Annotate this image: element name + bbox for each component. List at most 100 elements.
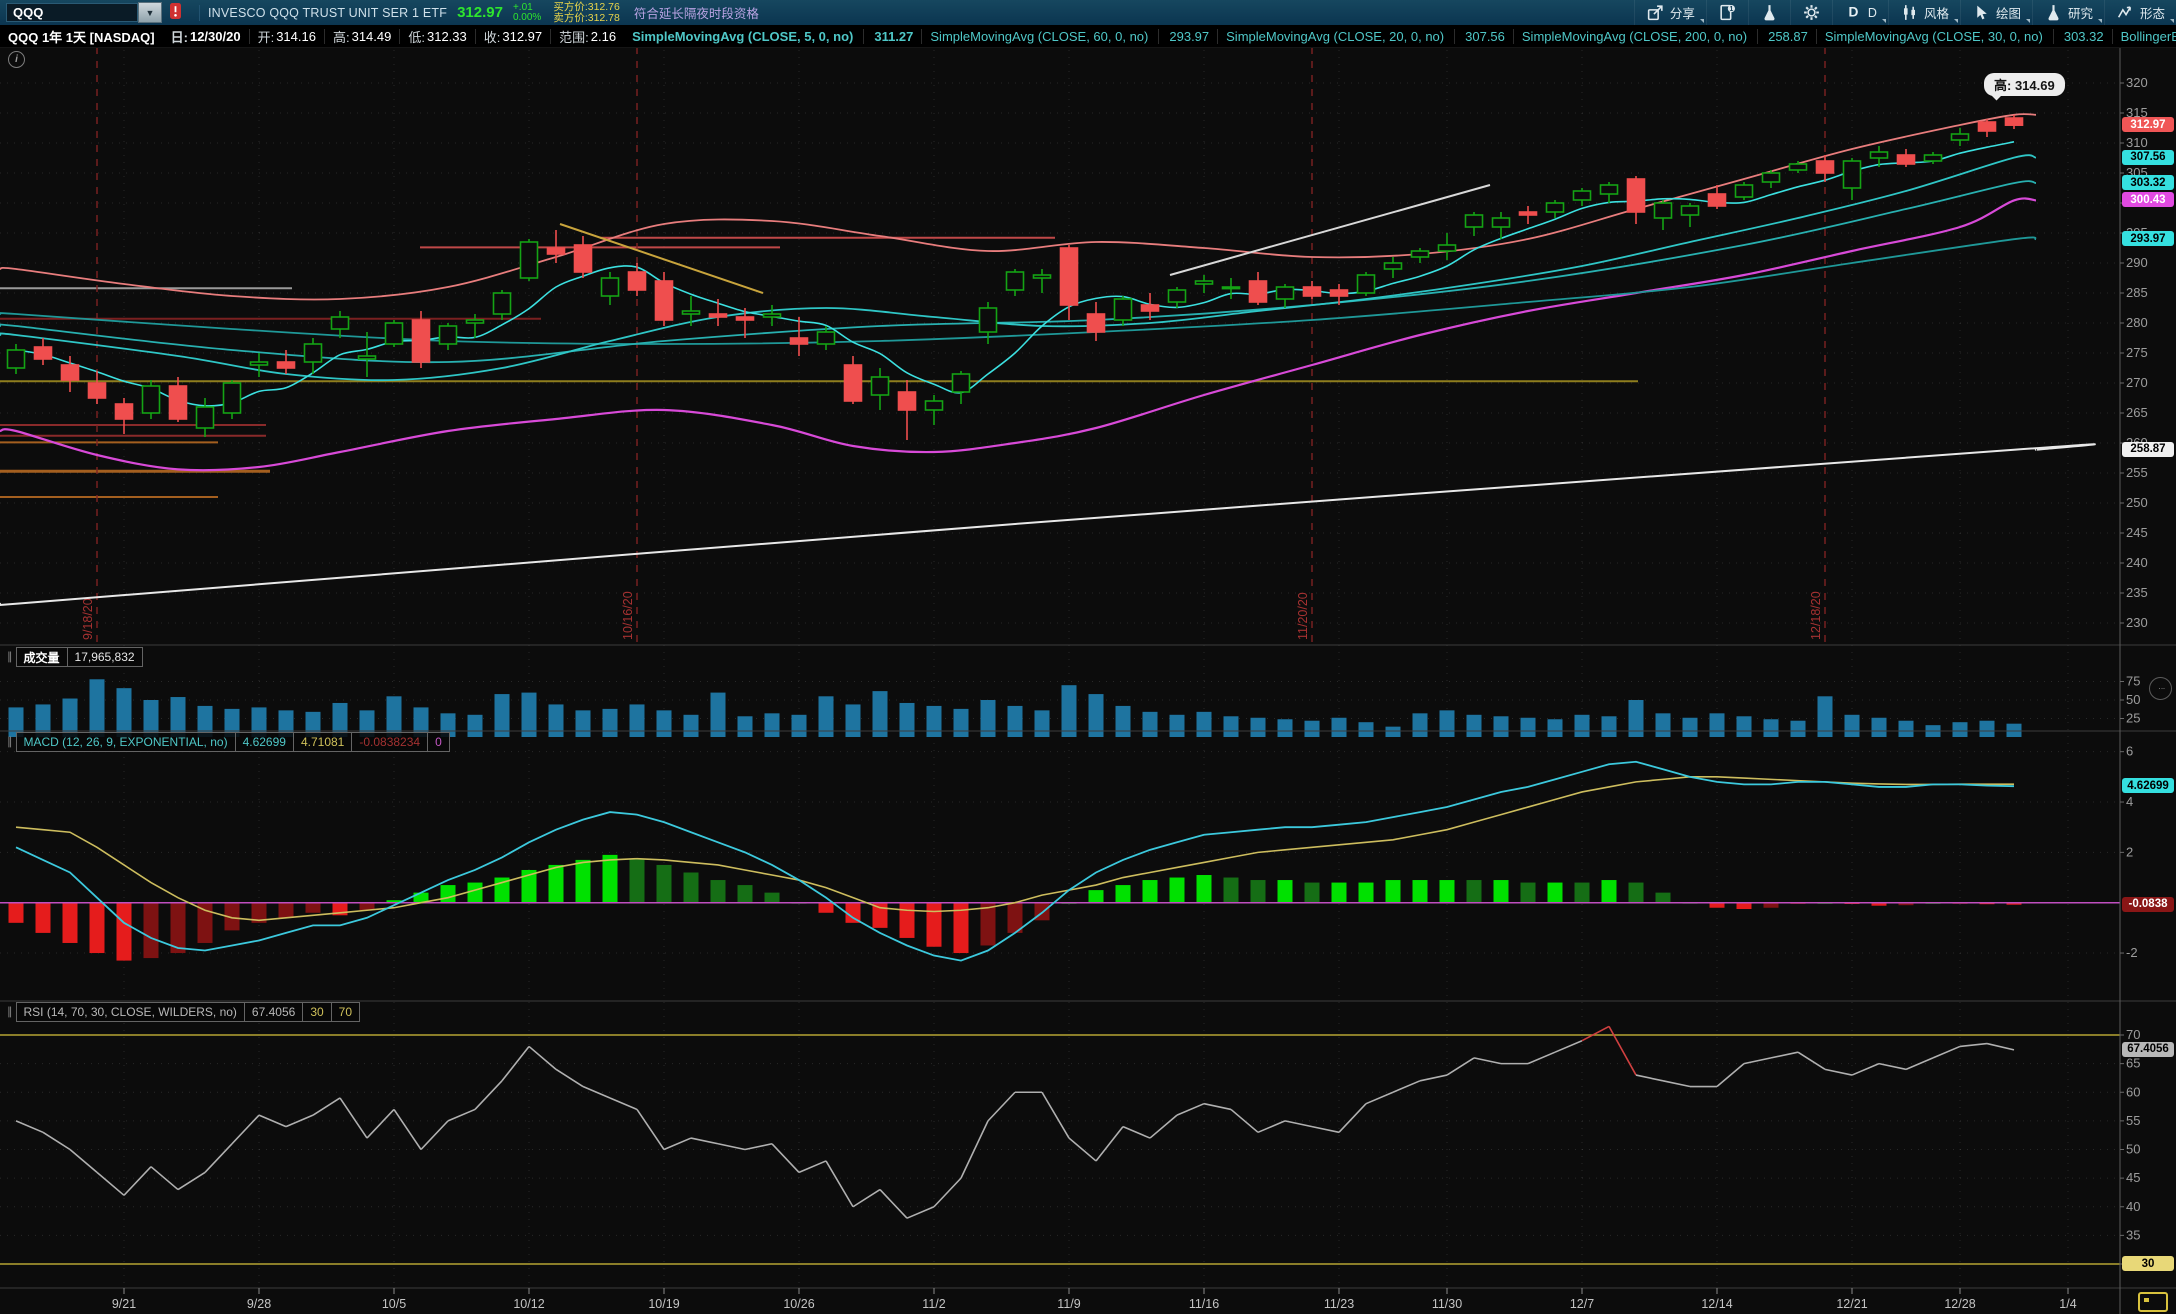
pane-label-box[interactable]: RSI (14, 70, 30, CLOSE, WILDERS, no) [15, 1002, 245, 1022]
trendlines[interactable] [559, 184, 1491, 294]
pane-label-box[interactable]: 67.4056 [243, 1002, 304, 1022]
svg-text:9/18/20: 9/18/20 [81, 598, 95, 640]
svg-text:265: 265 [2126, 405, 2148, 420]
toolbar-study-button[interactable]: 研究 [2031, 0, 2104, 25]
pane-label-box[interactable]: MACD (12, 26, 9, EXPONENTIAL, no) [15, 732, 236, 752]
info-icon[interactable]: i [8, 51, 25, 68]
svg-text:1: 1 [1729, 6, 1733, 13]
ask-price: 卖方价:312.78 [553, 11, 620, 24]
pattern-icon [2117, 6, 2132, 18]
toolbar-gear-button[interactable] [1789, 0, 1832, 25]
svg-text:75: 75 [2126, 674, 2140, 689]
pane-label-box[interactable]: 0 [427, 732, 450, 752]
svg-text:11/20/20: 11/20/20 [1296, 592, 1310, 640]
divider [199, 4, 200, 21]
ohlc-field: 范围: 2.16 [550, 28, 624, 45]
macd-pane-header: ∥ MACD (12, 26, 9, EXPONENTIAL, no) 4.626… [0, 732, 450, 752]
study-segment[interactable]: SimpleMovingAvg (CLOSE, 5, 0, no) 311.27 [632, 28, 914, 44]
svg-text:D: D [1848, 5, 1858, 20]
price-axis-badge: 300.43 [2122, 192, 2174, 208]
pane-control-icon[interactable]: ⋮ [2149, 677, 2172, 700]
svg-text:270: 270 [2126, 375, 2148, 390]
pane-drag-handle[interactable]: ∥ [7, 736, 13, 748]
pane-label-box[interactable]: 成交量 [15, 647, 68, 667]
change-value: +.01 [512, 1, 533, 13]
go-to-date-icon[interactable] [2138, 1292, 2168, 1312]
svg-text:290: 290 [2126, 255, 2148, 270]
instrument-description: INVESCO QQQ TRUST UNIT SER 1 ETF [208, 5, 448, 20]
svg-text:255: 255 [2126, 465, 2148, 480]
svg-text:12/7: 12/7 [1570, 1297, 1594, 1311]
study-segment[interactable]: SimpleMovingAvg (CLOSE, 200, 0, no) 258.8… [1512, 28, 1816, 44]
symbol-dropdown-button[interactable]: ▼ [138, 2, 162, 23]
price-axis-badge: 303.32 [2122, 175, 2174, 191]
timeframe-icon: D [1848, 5, 1858, 20]
ohlc-field: 低: 312.33 [399, 28, 474, 45]
svg-text:250: 250 [2126, 495, 2148, 510]
study-segment[interactable]: BollingerBands (CLOSE, 0, 20, -2.0, 2.0,… [2111, 28, 2176, 44]
svg-text:2: 2 [2126, 844, 2133, 859]
svg-text:45: 45 [2126, 1170, 2140, 1185]
pane-drag-handle[interactable]: ∥ [7, 1006, 13, 1018]
pane-label-box[interactable]: 4.62699 [234, 732, 294, 752]
price-axis-badge: 312.97 [2122, 117, 2174, 133]
study-segment[interactable]: SimpleMovingAvg (CLOSE, 30, 0, no) 303.32 [1815, 28, 2112, 44]
svg-text:275: 275 [2126, 345, 2148, 360]
bid-price: 买方价:312.76 [553, 1, 620, 13]
svg-text:12/21: 12/21 [1836, 1297, 1867, 1311]
price-change: +.01 0.00% [512, 1, 541, 23]
svg-text:10/26: 10/26 [783, 1297, 814, 1311]
toolbar-style-button[interactable]: 风格 [1887, 0, 1960, 25]
gear-icon [1804, 5, 1819, 20]
study-icon [2048, 5, 2059, 21]
pane-drag-handle[interactable]: ∥ [7, 651, 13, 663]
pane-label-box[interactable]: 70 [330, 1002, 361, 1022]
svg-text:10/12: 10/12 [513, 1297, 544, 1311]
svg-text:310: 310 [2126, 135, 2148, 150]
svg-text:-2: -2 [2126, 945, 2138, 960]
study-segment[interactable]: SimpleMovingAvg (CLOSE, 60, 0, no) 293.97 [921, 28, 1217, 44]
pane-label-box[interactable]: 4.71081 [292, 732, 353, 752]
toolbar-buttons: 分享 1 D D 风格 绘图 研究 形态 [1633, 0, 2176, 25]
bid-ask: 买方价:312.76 卖方价:312.78 [553, 2, 620, 23]
sma5-line [15, 141, 2015, 407]
toolbar-pattern-button[interactable]: 形态 [2103, 0, 2176, 25]
rsi-axis-badge: 30 [2122, 1256, 2174, 1271]
svg-text:245: 245 [2126, 525, 2148, 540]
volume-pane-header: ∥ 成交量 17,965,832 [0, 647, 143, 667]
candlesticks [6, 114, 2024, 440]
draw-icon [1977, 5, 1987, 20]
toolbar-flask-button[interactable] [1747, 0, 1790, 25]
price-axis-badge: 293.97 [2122, 231, 2174, 247]
sma200-line [0, 443, 2096, 607]
symbol-box: ▼ [6, 2, 162, 23]
pane-label-box[interactable]: 17,965,832 [66, 647, 143, 667]
svg-text:235: 235 [2126, 585, 2148, 600]
macd-axis-badge: -0.0838 [2122, 896, 2174, 912]
alert-icon[interactable] [170, 3, 181, 22]
toolbar-draw-button[interactable]: 绘图 [1959, 0, 2032, 25]
volume-bars [8, 679, 2022, 737]
svg-text:70: 70 [2126, 1027, 2140, 1042]
period-high-bubble: 高: 314.69 [1984, 73, 2065, 96]
svg-text:35: 35 [2126, 1227, 2140, 1242]
price-axis-badge: 258.87 [2122, 441, 2174, 457]
axes[interactable] [0, 47, 2176, 1314]
svg-text:55: 55 [2126, 1113, 2140, 1128]
pane-label-box[interactable]: 30 [302, 1002, 332, 1022]
style-icon [1903, 5, 1915, 20]
symbol-input[interactable] [6, 3, 138, 22]
svg-text:1/4: 1/4 [2059, 1297, 2076, 1311]
toolbar-report-button[interactable]: 1 [1705, 0, 1748, 25]
moving-average-overlays [0, 113, 2096, 607]
study-segment[interactable]: SimpleMovingAvg (CLOSE, 20, 0, no) 307.56 [1217, 28, 1513, 44]
toolbar-share-button[interactable]: 分享 [1633, 0, 1706, 25]
infobar-studies: SimpleMovingAvg (CLOSE, 5, 0, no) 311.27 S… [624, 25, 2176, 47]
svg-text:40: 40 [2126, 1199, 2140, 1214]
ohlc-field: 收: 312.97 [474, 28, 550, 45]
chart-title: QQQ 1年 1天 [NASDAQ] [8, 29, 155, 45]
svg-text:11/23: 11/23 [1324, 1297, 1354, 1311]
pane-label-box[interactable]: -0.0838234 [351, 732, 429, 752]
